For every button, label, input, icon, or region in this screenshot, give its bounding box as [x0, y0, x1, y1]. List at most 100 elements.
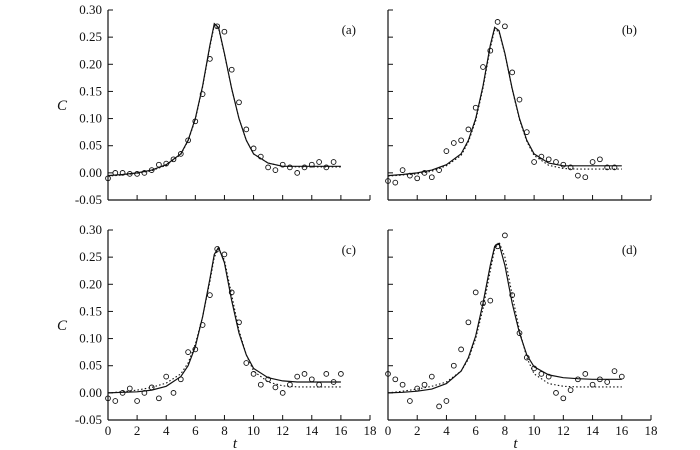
data-point [494, 243, 501, 250]
y-tick-label: 0.10 [79, 111, 102, 126]
data-point [338, 371, 344, 377]
x-tick-label: 14 [305, 423, 319, 438]
data-point [301, 371, 308, 377]
data-point [523, 129, 530, 135]
fit-curve-dotted [107, 24, 341, 177]
x-tick-label: 10 [247, 423, 260, 438]
data-point [472, 289, 479, 296]
y-tick-label: 0.20 [79, 56, 102, 71]
data-point [399, 167, 406, 173]
data-point [407, 172, 413, 179]
data-point [221, 251, 228, 258]
data-point [330, 159, 337, 165]
fit-curve-dotted [107, 247, 341, 394]
data-point [399, 381, 406, 388]
data-point [105, 175, 111, 182]
y-tick-label: 0.25 [79, 29, 102, 44]
data-point [265, 376, 271, 383]
data-point [553, 159, 559, 165]
data-point [236, 319, 242, 326]
data-point [192, 346, 199, 353]
data-point [414, 175, 421, 182]
data-point [214, 246, 221, 252]
data-point [560, 395, 567, 402]
x-tick-label: 0 [385, 423, 392, 438]
data-point [141, 390, 148, 396]
y-tick-label: 0.05 [79, 358, 102, 373]
data-point [119, 170, 126, 176]
x-tick-label: 4 [443, 423, 450, 438]
y-tick-label: -0.05 [75, 192, 102, 207]
x-tick-label: 14 [586, 423, 600, 438]
data-point [428, 373, 435, 380]
data-point [450, 362, 457, 369]
y-tick-label: 0.25 [79, 249, 102, 264]
panel-4: 0 2 4 6 8 10 12 14 16 18 t (d) [385, 229, 658, 450]
data-point [545, 156, 552, 163]
data-point [250, 371, 257, 377]
data-point [250, 145, 257, 152]
data-point [538, 153, 545, 160]
data-point [502, 232, 508, 239]
data-point [443, 148, 450, 154]
data-point [199, 91, 206, 97]
data-point [560, 161, 567, 168]
panel-label: (c) [342, 242, 356, 257]
data-point [611, 368, 618, 374]
data-point [545, 373, 552, 380]
data-point [221, 28, 228, 35]
y-tick-label: 0.00 [79, 385, 102, 400]
x-axis-title: t [233, 436, 238, 450]
data-point [185, 137, 191, 144]
data-point [436, 403, 442, 410]
panel-label: (a) [342, 22, 356, 37]
data-point [385, 178, 391, 184]
y-tick-label: 0.30 [79, 2, 102, 17]
data-point [494, 19, 501, 25]
data-point [287, 381, 293, 388]
x-tick-label: 8 [502, 423, 509, 438]
data-point [214, 23, 221, 30]
data-point [112, 398, 119, 404]
data-point [428, 174, 435, 181]
data-point [465, 319, 472, 326]
x-tick-label: 8 [221, 423, 228, 438]
data-point [567, 164, 574, 171]
x-tick-label: 12 [557, 423, 570, 438]
data-point [287, 164, 293, 171]
data-point [604, 379, 611, 385]
data-point [414, 385, 421, 392]
data-point [177, 376, 184, 383]
data-point [148, 384, 155, 391]
data-point [105, 395, 111, 402]
data-point [243, 126, 250, 133]
panel-label: (d) [622, 242, 637, 257]
y-tick-label: -0.05 [75, 412, 102, 427]
data-point [170, 390, 177, 396]
data-point [199, 322, 206, 328]
data-point [443, 398, 450, 404]
data-point [458, 346, 464, 353]
data-point [185, 349, 191, 355]
data-point [480, 64, 486, 70]
data-point [487, 297, 494, 304]
y-axis-title: C [57, 318, 68, 334]
data-point [279, 390, 286, 396]
y-tick-label: 0.30 [79, 222, 102, 237]
data-point [582, 371, 589, 377]
data-point [604, 164, 611, 171]
data-point [531, 159, 537, 165]
y-tick-label: 0.05 [79, 138, 102, 153]
y-tick-label: 0.10 [79, 331, 102, 346]
data-point [531, 365, 537, 372]
data-point [119, 390, 126, 396]
data-point [163, 373, 170, 380]
fit-curve-solid [107, 22, 341, 177]
data-point [156, 395, 162, 402]
data-point [177, 151, 184, 157]
x-tick-label: 2 [414, 423, 421, 438]
data-point [567, 387, 574, 393]
data-point [509, 69, 516, 76]
data-point [279, 161, 286, 168]
data-point [257, 153, 264, 160]
